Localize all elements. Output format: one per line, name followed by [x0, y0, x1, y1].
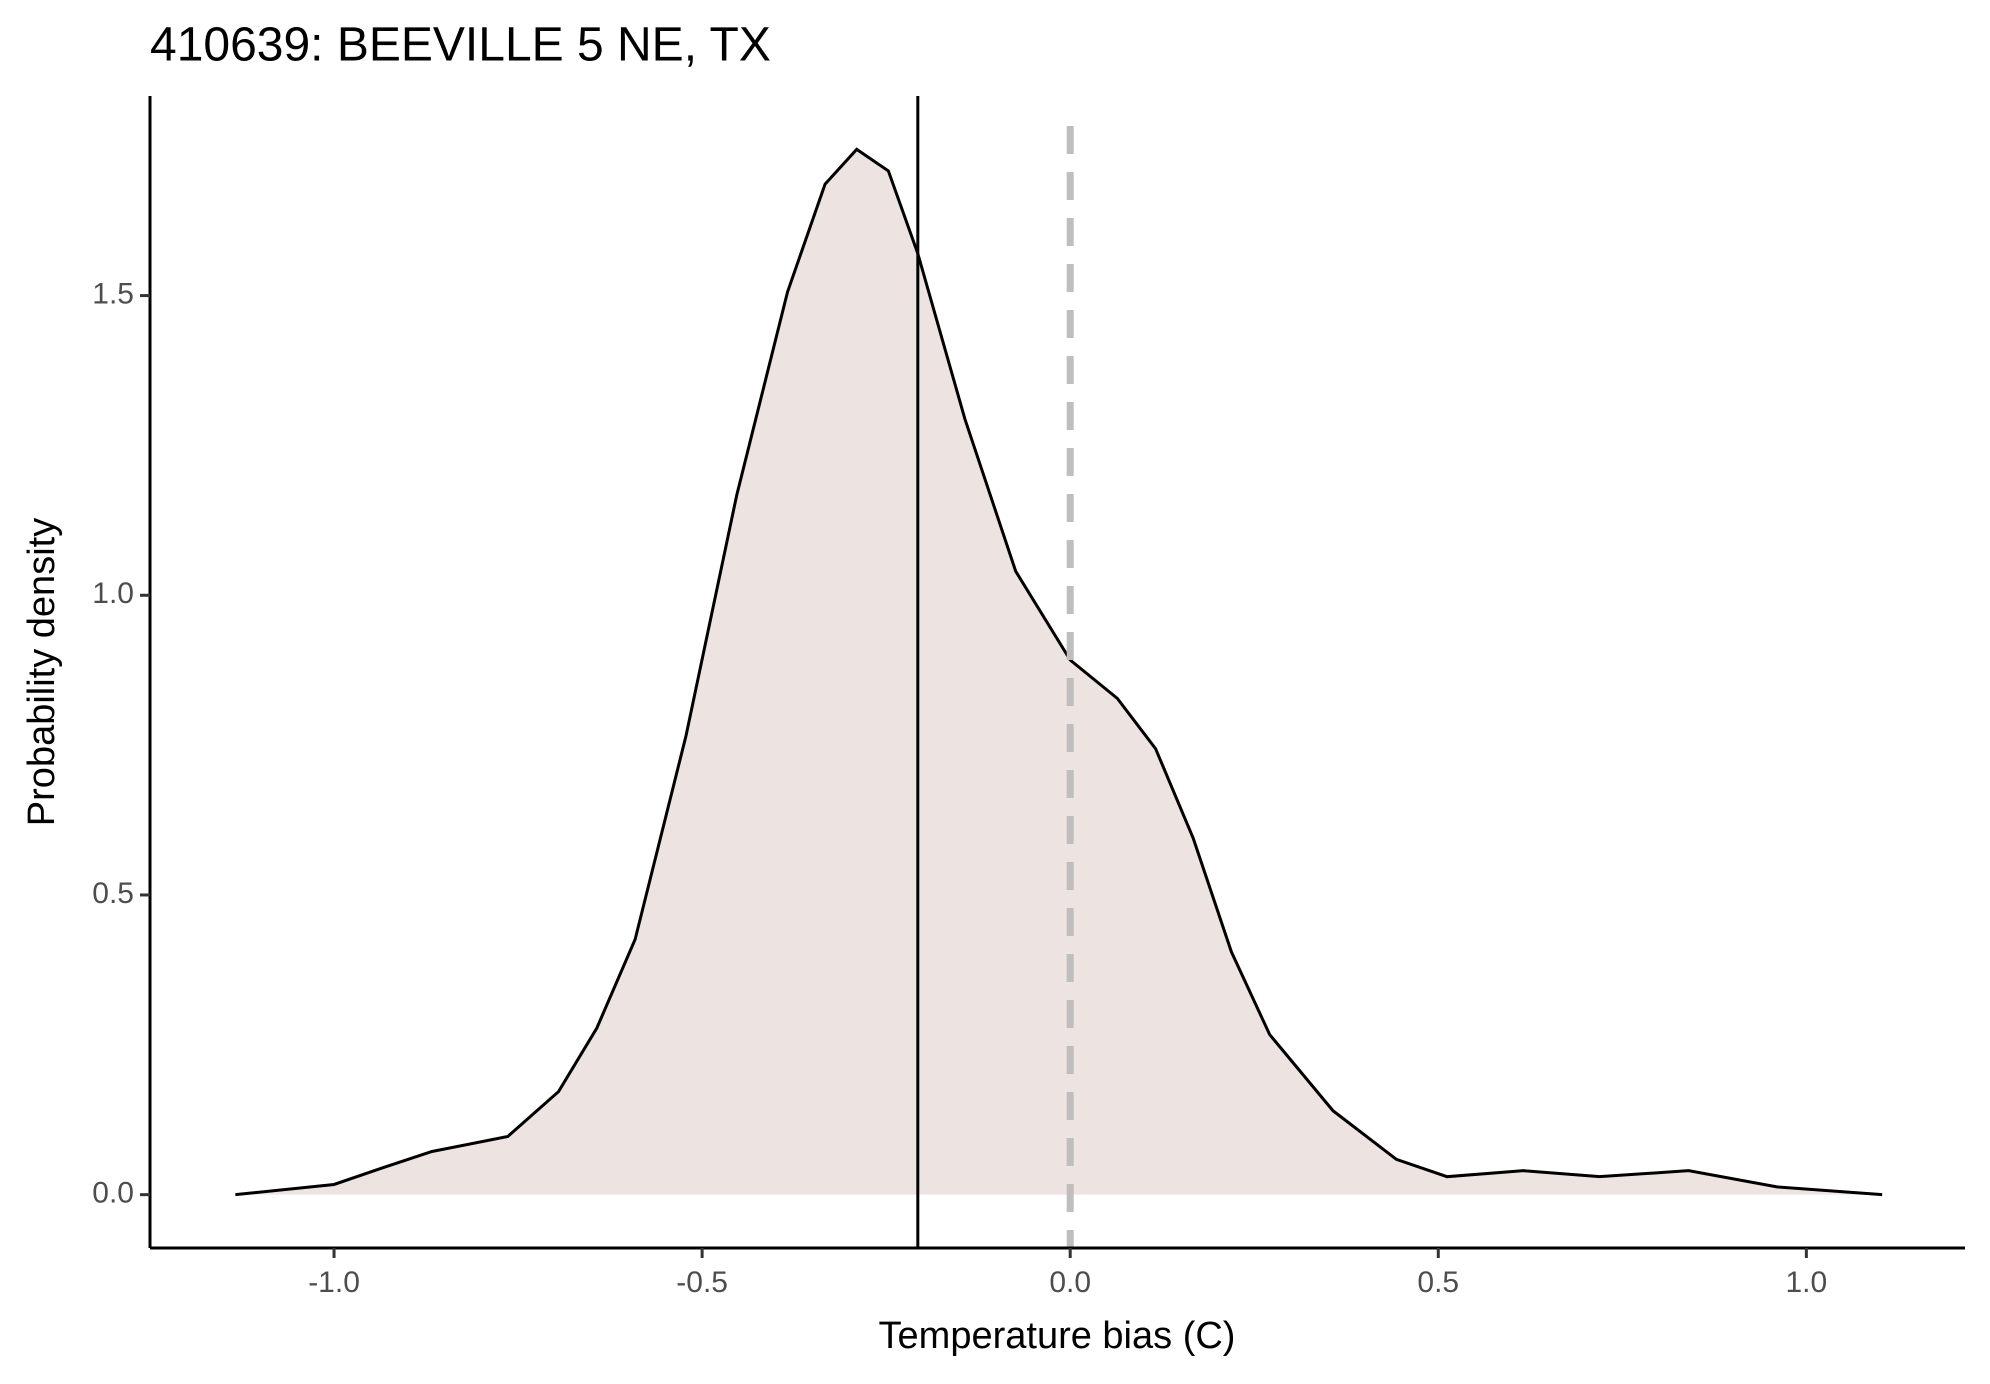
chart-title: 410639: BEEVILLE 5 NE, TX — [150, 19, 771, 72]
y-tick-label: 1.5 — [92, 278, 134, 311]
x-tick-label: 0.0 — [1049, 1266, 1091, 1299]
x-tick-label: 0.5 — [1417, 1266, 1459, 1299]
y-tick-label: 1.0 — [92, 577, 134, 610]
y-tick-label: 0.5 — [92, 877, 134, 910]
density-area — [235, 149, 1883, 1195]
x-tick-label: 1.0 — [1785, 1266, 1827, 1299]
x-tick-label: -0.5 — [676, 1266, 728, 1299]
x-axis-title: Temperature bias (C) — [879, 1315, 1236, 1357]
y-tick-label: 0.0 — [92, 1177, 134, 1210]
x-tick-label: -1.0 — [308, 1266, 360, 1299]
density-line — [235, 147, 1883, 1197]
y-axis-title: Probability density — [21, 518, 63, 826]
